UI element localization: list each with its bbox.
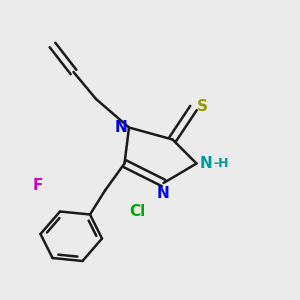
Text: S: S (196, 99, 208, 114)
Text: N: N (200, 156, 212, 171)
Text: Cl: Cl (129, 204, 145, 219)
Text: N: N (115, 120, 128, 135)
Text: -H: -H (213, 157, 229, 170)
Text: N: N (157, 186, 170, 201)
Text: F: F (33, 178, 44, 194)
